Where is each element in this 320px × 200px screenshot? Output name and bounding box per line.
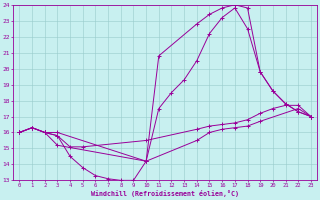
X-axis label: Windchill (Refroidissement éolien,°C): Windchill (Refroidissement éolien,°C) xyxy=(91,190,239,197)
